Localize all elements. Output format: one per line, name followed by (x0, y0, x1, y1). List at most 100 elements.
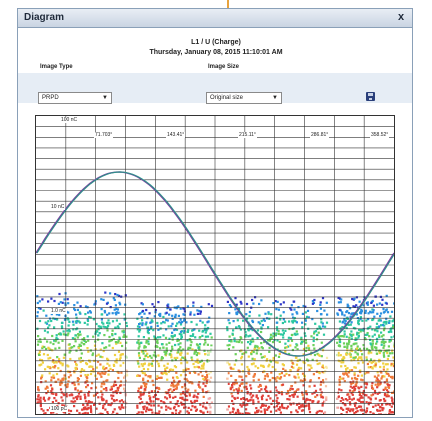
image-type-select[interactable]: PRPD ▼ (38, 92, 112, 104)
density-point (388, 339, 391, 342)
density-point (84, 313, 87, 316)
density-point (297, 366, 301, 369)
density-point (259, 353, 263, 356)
density-point (385, 389, 389, 392)
density-point (279, 411, 282, 414)
density-point (86, 384, 89, 387)
density-point (281, 383, 285, 386)
density-point (160, 371, 163, 375)
density-point (261, 364, 264, 368)
density-point (73, 308, 77, 312)
density-point (301, 312, 304, 315)
density-point (358, 399, 361, 402)
density-point (363, 393, 366, 397)
density-point (295, 311, 298, 314)
density-point (189, 347, 192, 350)
density-point (180, 362, 183, 365)
density-gap (124, 346, 136, 414)
density-point (284, 369, 287, 372)
density-point (256, 345, 259, 348)
density-point (314, 322, 317, 325)
density-point (43, 337, 46, 340)
image-size-select[interactable]: Original size ▼ (206, 92, 282, 104)
density-point (272, 356, 275, 360)
density-point (240, 363, 243, 366)
density-point (74, 366, 77, 370)
density-point (348, 395, 351, 398)
density-point (232, 402, 235, 405)
density-point (238, 339, 241, 342)
density-point (350, 359, 353, 362)
density-point (181, 396, 184, 399)
density-point (279, 406, 282, 409)
density-point (312, 339, 315, 343)
density-point (275, 380, 278, 383)
density-point (319, 388, 322, 391)
density-point (103, 403, 106, 406)
density-point (307, 398, 310, 401)
density-point (374, 404, 377, 407)
density-point (125, 335, 128, 338)
density-point (84, 406, 87, 409)
close-button[interactable]: x (397, 11, 405, 23)
density-point (365, 394, 368, 397)
density-point (387, 372, 390, 375)
density-point (138, 365, 141, 368)
density-point (307, 347, 311, 350)
density-point (108, 335, 111, 339)
density-point (109, 388, 112, 391)
density-point (60, 321, 64, 324)
density-point (194, 350, 197, 353)
density-point (175, 386, 178, 389)
density-point (199, 312, 202, 315)
density-point (164, 372, 167, 375)
density-point (185, 394, 188, 398)
density-point (271, 376, 274, 380)
density-point (350, 337, 353, 340)
density-point (236, 410, 239, 413)
density-point (38, 353, 41, 356)
density-point (199, 371, 202, 374)
density-point (66, 383, 69, 386)
density-point (170, 356, 173, 359)
density-point (285, 346, 288, 349)
density-point (270, 371, 273, 374)
density-point (187, 348, 190, 351)
density-point (379, 381, 382, 384)
density-point (114, 304, 117, 307)
density-point (343, 403, 346, 406)
density-point (354, 351, 357, 354)
density-point (207, 326, 210, 330)
density-point (143, 389, 146, 392)
density-point (341, 326, 344, 329)
density-point (141, 411, 144, 414)
density-point (110, 394, 113, 397)
density-point (110, 397, 114, 400)
density-point (348, 339, 351, 342)
density-point (79, 344, 82, 347)
density-point (359, 392, 362, 395)
density-point (171, 317, 174, 320)
density-point (298, 407, 301, 410)
density-point (183, 399, 186, 402)
density-point (279, 303, 282, 306)
density-point (391, 320, 394, 323)
density-point (388, 319, 391, 323)
density-point (79, 390, 82, 393)
density-point (122, 335, 125, 338)
density-point (143, 382, 146, 385)
density-point (87, 400, 90, 403)
density-point (318, 325, 321, 328)
density-point (176, 382, 179, 385)
density-point (360, 395, 363, 398)
density-point (243, 386, 246, 389)
density-point (120, 399, 123, 402)
density-point (380, 371, 383, 374)
density-point (97, 372, 100, 375)
save-icon[interactable] (366, 92, 375, 101)
density-point (52, 411, 55, 414)
density-point (91, 353, 94, 357)
density-point (382, 341, 385, 344)
density-point (319, 383, 322, 386)
density-point (391, 375, 394, 378)
